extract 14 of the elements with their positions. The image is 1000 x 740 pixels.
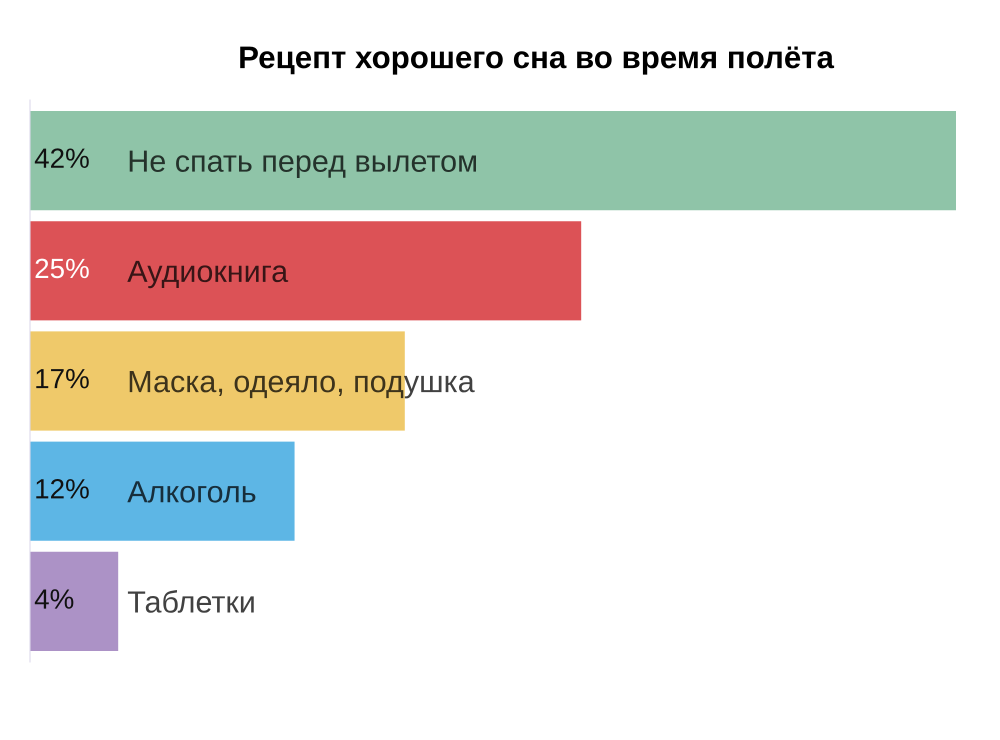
bar <box>30 552 118 651</box>
data-label: 17% <box>36 368 89 388</box>
data-label: 25% <box>36 258 89 278</box>
data-label: 4% <box>34 589 74 609</box>
bar <box>30 442 295 541</box>
y-tick-label: Не спать перед вылетом <box>130 150 476 178</box>
data-label: 12% <box>36 478 89 499</box>
y-tick-label: Алкоголь <box>127 481 256 503</box>
y-tick-label: Аудиокнига <box>127 260 288 288</box>
chart-title: Рецепт хорошего сна во время полёта <box>240 46 834 75</box>
bar <box>30 221 582 320</box>
bar <box>30 111 956 210</box>
data-label: 42% <box>34 148 89 168</box>
y-tick-label: Таблетки <box>128 590 254 613</box>
